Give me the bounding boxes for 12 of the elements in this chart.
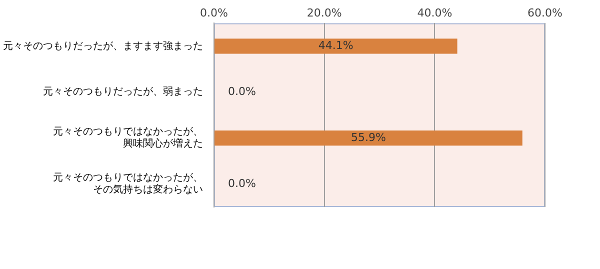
- x-tick-label: 0.0%: [200, 6, 228, 20]
- data-label: 55.9%: [350, 130, 386, 144]
- y-tick-label: 元々そのつもりだったが、ますます強まった: [3, 40, 203, 52]
- data-label: 44.1%: [318, 39, 354, 52]
- data-label: 0.0%: [228, 84, 256, 98]
- x-tick-label: 60.0%: [528, 6, 562, 20]
- y-tick-label: 元々そのつもりだったが、弱まった: [43, 86, 203, 98]
- y-tick-label: 元々そのつもりではなかったが、その気持ちは変わらない: [53, 172, 203, 196]
- x-tick-label: 20.0%: [306, 6, 342, 20]
- data-label: 0.0%: [228, 176, 256, 190]
- x-tick-label: 40.0%: [417, 6, 452, 20]
- y-tick-label: 元々そのつもりではなかったが、興味関心が増えた: [53, 126, 203, 150]
